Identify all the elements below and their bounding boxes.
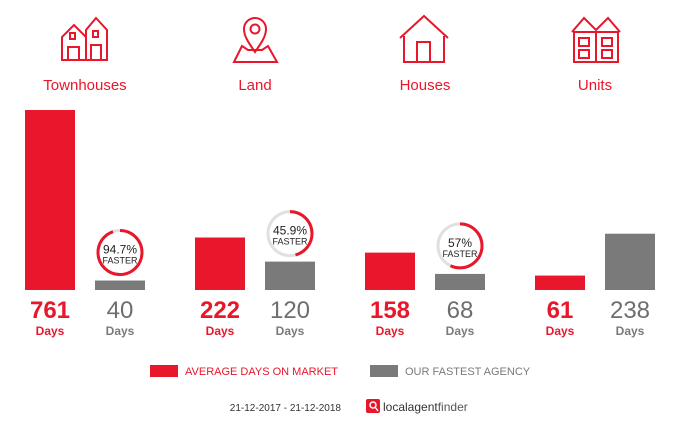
faster-label-houses: FASTER [442, 249, 478, 259]
category-label-houses: Houses [400, 77, 451, 94]
ring-progress-houses [436, 222, 484, 270]
legend-label-fastest: OUR FASTEST AGENCY [405, 366, 531, 378]
value-average-houses: 158 [370, 297, 410, 324]
brand-name: localagentfinder [383, 400, 468, 414]
bar-average-units [535, 275, 585, 290]
unit-fastest-units: Days [616, 324, 645, 338]
unit-fastest-townhouses: Days [106, 324, 135, 338]
legend-swatch-average [150, 365, 178, 377]
unit-average-houses: Days [376, 324, 405, 338]
category-label-townhouses: Townhouses [43, 77, 126, 94]
value-fastest-houses: 68 [447, 297, 474, 324]
value-fastest-units: 238 [610, 297, 650, 324]
value-average-units: 61 [547, 297, 574, 324]
bar-average-houses [365, 252, 415, 290]
bar-fastest-townhouses [95, 280, 145, 290]
ring-progress-land [266, 210, 314, 258]
faster-badge-land: 45.9%FASTER [266, 210, 314, 258]
faster-percent-townhouses: 94.7% [103, 243, 137, 257]
localagentfinder-logo-icon [366, 399, 380, 413]
bar-fastest-houses [435, 273, 485, 290]
faster-label-townhouses: FASTER [102, 256, 138, 266]
value-average-land: 222 [200, 297, 240, 324]
value-average-townhouses: 761 [30, 297, 70, 324]
legend-swatch-fastest [370, 365, 398, 377]
category-label-units: Units [578, 77, 612, 94]
unit-fastest-land: Days [276, 324, 305, 338]
value-fastest-townhouses: 40 [107, 297, 134, 324]
units-icon [571, 16, 621, 63]
date-range: 21-12-2017 - 21-12-2018 [230, 403, 342, 414]
bar-average-townhouses [25, 110, 75, 290]
house-icon [399, 14, 449, 63]
unit-average-townhouses: Days [36, 324, 65, 338]
townhouses-icon [61, 16, 108, 61]
bar-average-land [195, 237, 245, 290]
value-fastest-land: 120 [270, 297, 310, 324]
bar-fastest-units [605, 233, 655, 290]
ring-progress-townhouses [96, 229, 144, 277]
unit-fastest-houses: Days [446, 324, 475, 338]
faster-percent-houses: 57% [448, 236, 472, 250]
unit-average-land: Days [206, 324, 235, 338]
faster-percent-land: 45.9% [273, 224, 307, 238]
legend-label-average: AVERAGE DAYS ON MARKET [185, 366, 338, 378]
bar-fastest-land [265, 261, 315, 290]
category-label-land: Land [238, 77, 271, 94]
land-pin-icon [232, 17, 279, 63]
faster-badge-townhouses: 94.7%FASTER [96, 229, 144, 277]
unit-average-units: Days [546, 324, 575, 338]
faster-badge-houses: 57%FASTER [436, 222, 484, 270]
faster-label-land: FASTER [272, 237, 308, 247]
